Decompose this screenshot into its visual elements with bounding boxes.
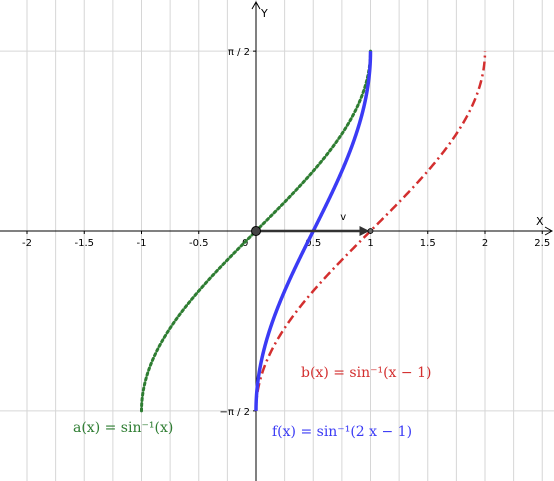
x-tick-label: 2.5 (534, 238, 550, 249)
x-tick-label: -1.5 (74, 238, 94, 249)
y-tick-label: π / 2 (228, 47, 250, 58)
y-tick-label: −π / 2 (220, 407, 251, 418)
x-tick-label: -0.5 (189, 238, 209, 249)
function-label-2: b(x) = sin⁻¹(x − 1) (301, 365, 431, 381)
x-tick-label: -2 (22, 238, 32, 249)
y-axis-arrow (251, 0, 261, 10)
x-axis-arrow (544, 226, 554, 236)
x-tick-label: 2 (482, 238, 488, 249)
x-tick-label: 1 (367, 238, 373, 249)
point-end[interactable] (367, 228, 374, 234)
x-axis-label: X (536, 215, 544, 228)
x-tick-label: -1 (137, 238, 147, 249)
point-origin[interactable] (251, 226, 261, 236)
x-tick-label: 0.5 (305, 238, 321, 249)
function-labels: a(x) = sin⁻¹(x) b(x) = sin⁻¹(x − 1) f(x) =… (73, 365, 431, 440)
function-label-3: f(x) = sin⁻¹(2 x − 1) (272, 424, 412, 440)
curve-series-2[interactable] (254, 51, 487, 411)
x-tick-label: 1.5 (420, 238, 436, 249)
vector-label: v (340, 212, 346, 223)
vector-v[interactable]: v (251, 212, 374, 236)
y-axis-label: Y (260, 7, 268, 20)
function-label-1: a(x) = sin⁻¹(x) (73, 420, 173, 436)
vector-arrowhead[interactable] (359, 226, 370, 236)
